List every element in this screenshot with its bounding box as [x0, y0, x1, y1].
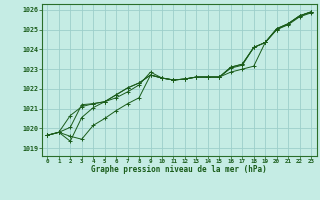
X-axis label: Graphe pression niveau de la mer (hPa): Graphe pression niveau de la mer (hPa): [91, 165, 267, 174]
